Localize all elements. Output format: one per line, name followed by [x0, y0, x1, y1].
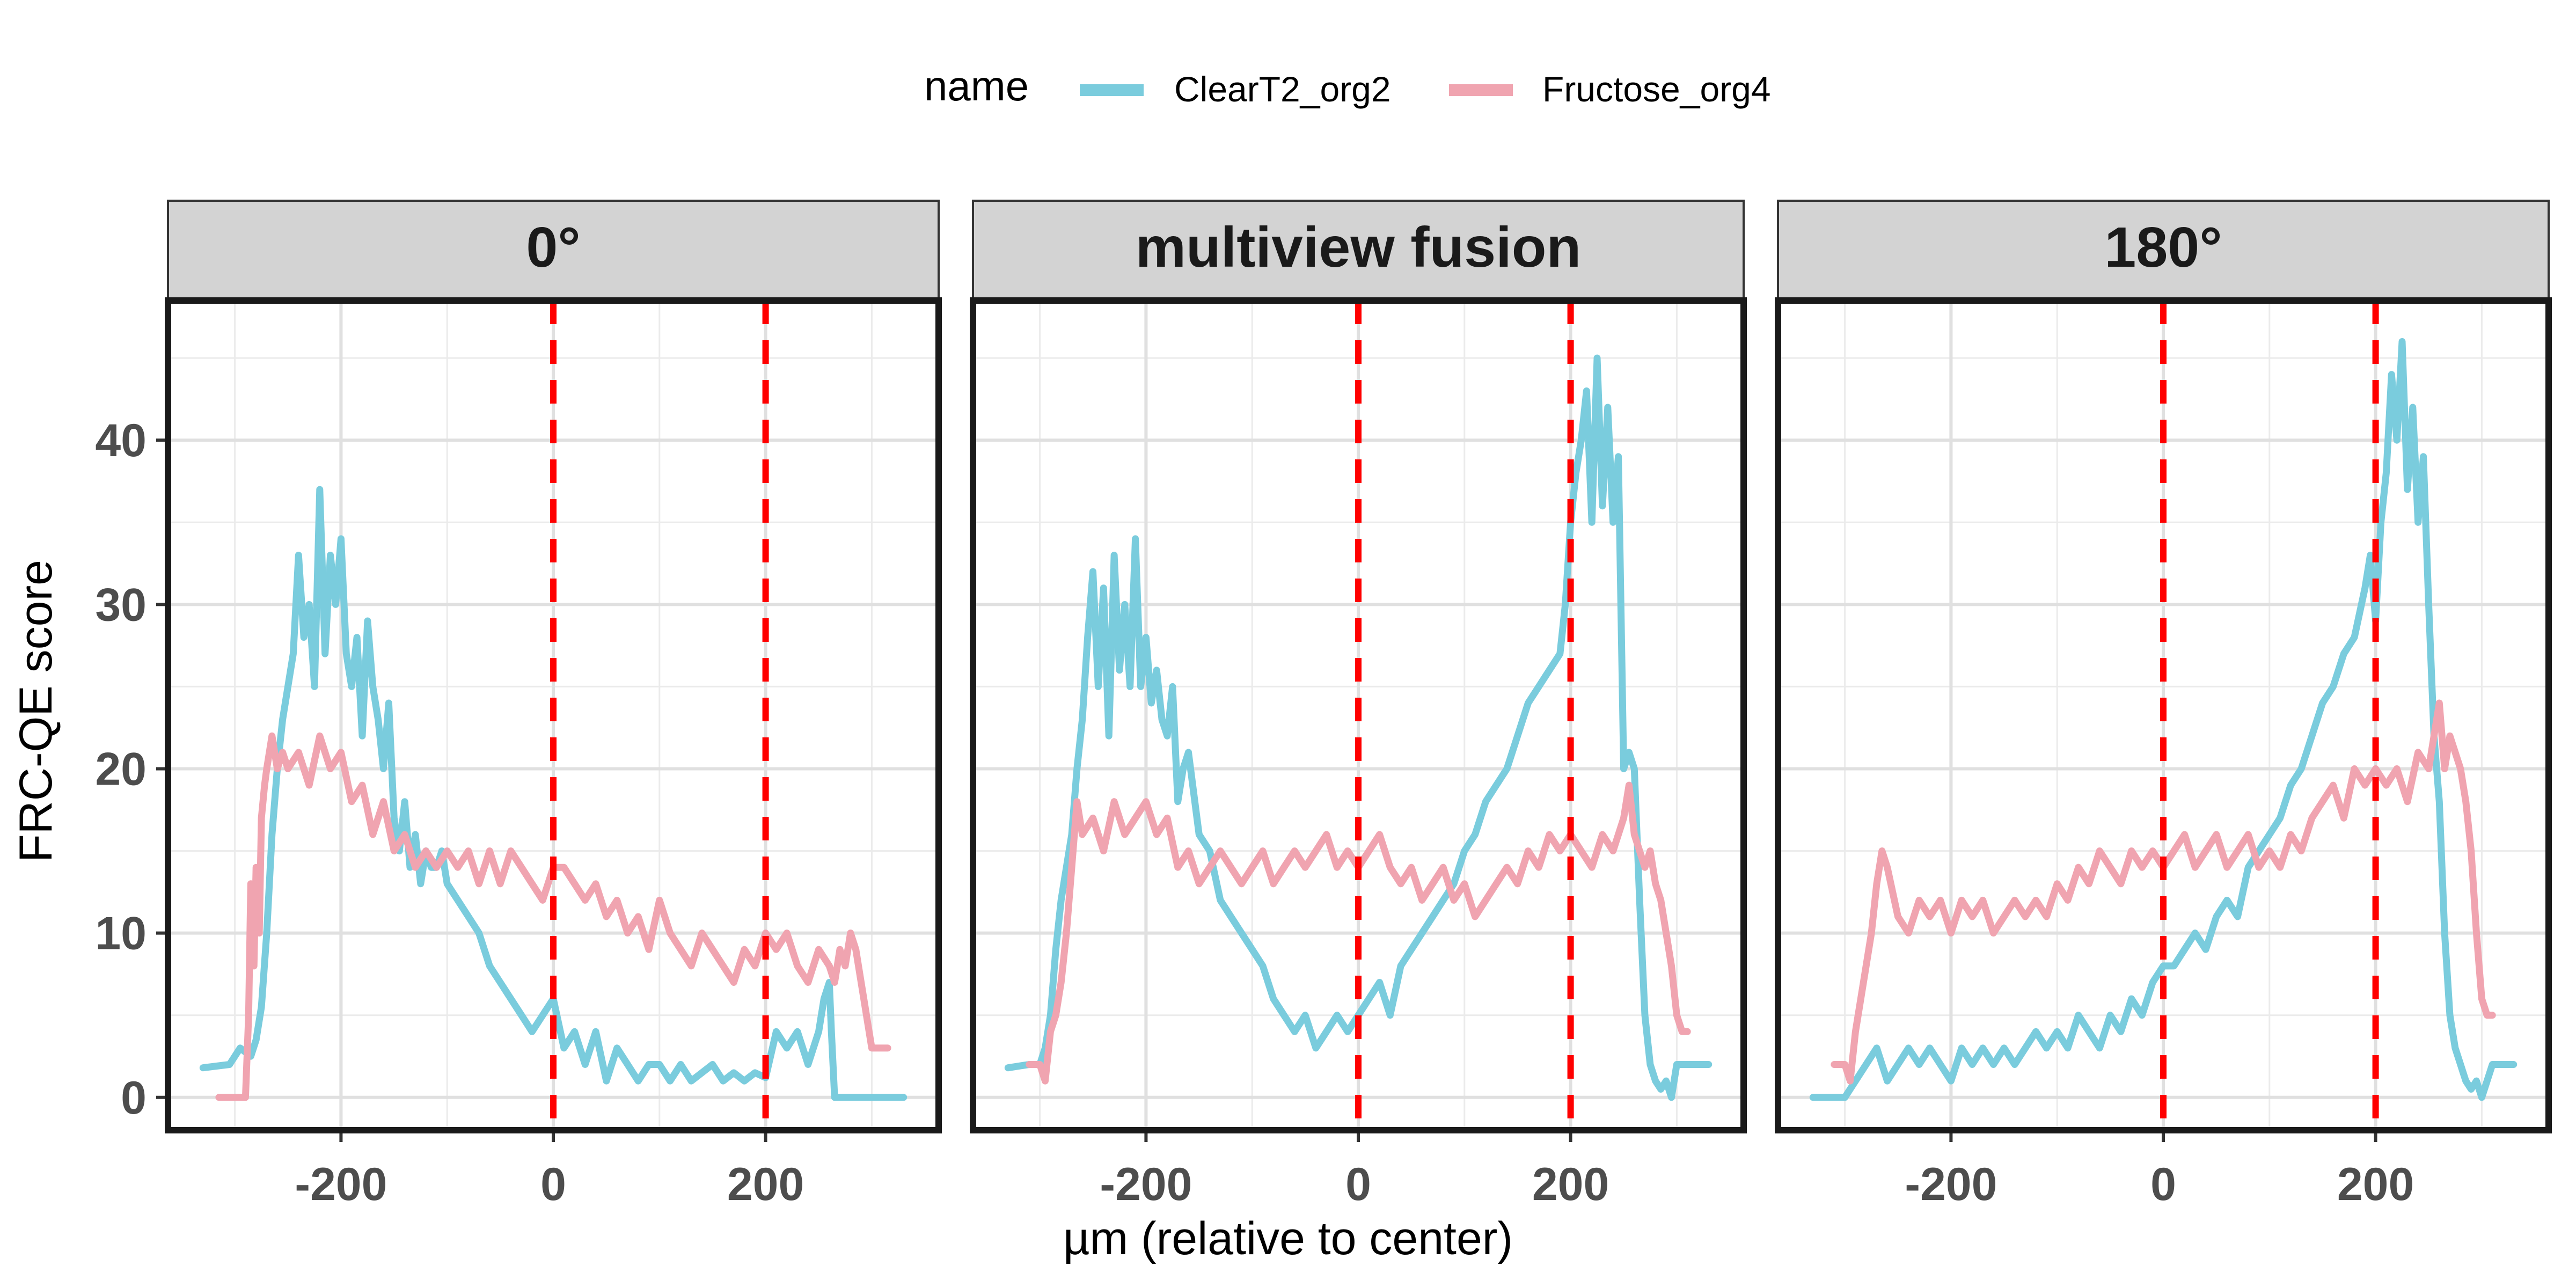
facet-strip-label: multiview fusion: [1136, 216, 1581, 279]
x-tick-label: -200: [1100, 1159, 1192, 1210]
facet-strip-label: 0°: [526, 216, 580, 279]
y-tick-label: 10: [95, 908, 147, 960]
panels: 0° -200 0 200 multiview fusion -200 0 200 180° -2…: [165, 200, 2552, 1210]
series-line-cleart2-org2: [199, 486, 908, 1101]
x-tick-label: -200: [1905, 1159, 1997, 1210]
facet-strip: [1777, 200, 2550, 302]
legend-label-fructose: Fructose_org4: [1542, 69, 1771, 109]
y-axis-title: FRC-QE score: [10, 560, 62, 862]
y-tick-label: 30: [95, 579, 147, 631]
x-tick-label: -200: [295, 1159, 387, 1210]
x-tick-label: 0: [540, 1159, 566, 1210]
series-line-fructose-org4: [1026, 781, 1691, 1085]
panel-border: [165, 297, 942, 1133]
x-tick-label: 200: [2337, 1159, 2414, 1210]
legend-label-cleart2: ClearT2_org2: [1174, 69, 1391, 109]
series-line-cleart2-org2: [1809, 338, 2518, 1101]
series-line-cleart2-org2: [1004, 354, 1713, 1101]
panel-multiview-fusion: multiview fusion -200 0 200: [970, 200, 1747, 1210]
x-tick-label: 0: [1345, 1159, 1371, 1210]
y-tick-label: 40: [95, 415, 147, 466]
panel-border: [1775, 297, 2552, 1133]
x-tick-label: 200: [1532, 1159, 1609, 1210]
panel-180deg: 180° -200 0 200: [1775, 200, 2552, 1210]
series-line-fructose-org4: [215, 732, 891, 1101]
y-tick-label: 0: [121, 1072, 147, 1124]
x-tick-label: 0: [2150, 1159, 2176, 1210]
panel-border: [970, 297, 1747, 1133]
facet-strip-label: 180°: [2104, 216, 2222, 279]
series-line-fructose-org4: [1831, 699, 2496, 1085]
y-axis: 0 10 20 30 40: [95, 415, 165, 1124]
panel-0deg: 0° -200 0 200: [165, 200, 942, 1210]
x-tick-label: 200: [727, 1159, 804, 1210]
legend: name ClearT2_org2 Fructose_org4: [924, 62, 1771, 109]
y-tick-label: 20: [95, 743, 147, 795]
legend-entry-cleart2: ClearT2_org2: [1080, 69, 1391, 109]
legend-entry-fructose: Fructose_org4: [1449, 69, 1771, 109]
facet-strip: [167, 200, 940, 302]
legend-title: name: [924, 62, 1029, 109]
x-axis-title: µm (relative to center): [1063, 1213, 1513, 1264]
